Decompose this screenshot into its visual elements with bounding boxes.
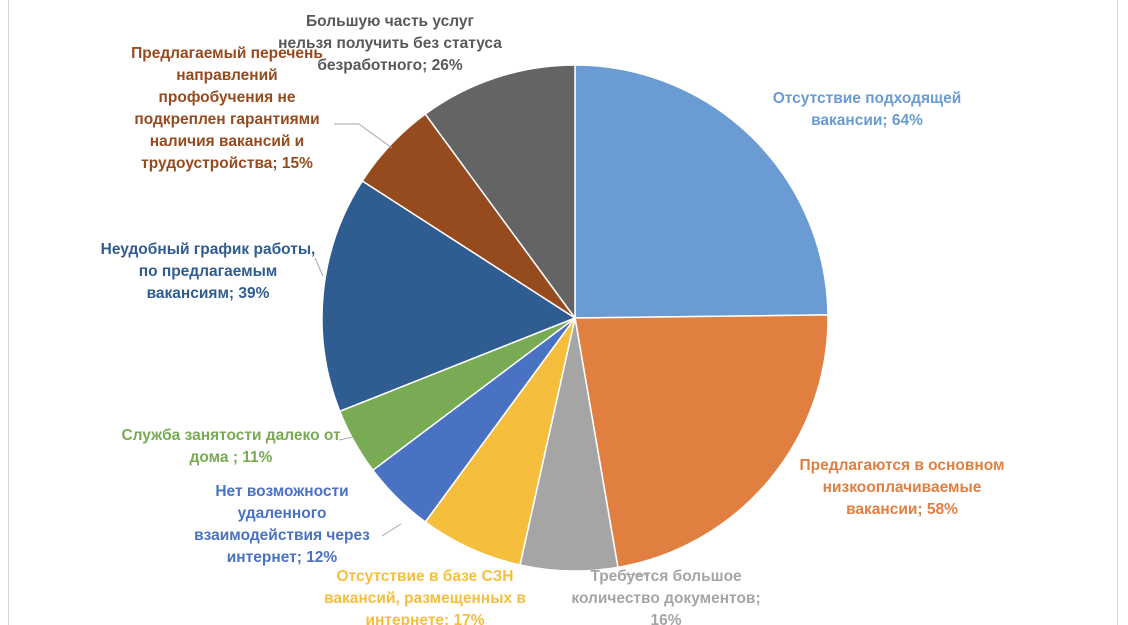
chart-area: Отсутствие подходящей вакансии; 64% Предла… xyxy=(8,0,1118,625)
data-label-4: Отсутствие в базе СЗН вакансий, размещенн… xyxy=(324,568,526,625)
pie-slice-9 xyxy=(424,64,576,321)
leader-line-7 xyxy=(314,257,324,277)
data-label-8: Предлагаемый перечень направлений профобуч… xyxy=(131,45,323,172)
data-label-7: Неудобный график работы, по предлагаемым в… xyxy=(101,241,316,302)
data-label-2: Предлагаются в основном низкооплачиваемые… xyxy=(800,457,1005,518)
pie-slice-2 xyxy=(574,314,829,569)
data-label-5: Нет возможности удаленного взаимодействия … xyxy=(194,483,370,566)
pie-slice-1 xyxy=(574,64,829,319)
leader-line-6 xyxy=(338,436,354,441)
data-label-9: Большую часть услуг нельзя получить без с… xyxy=(278,13,502,74)
leader-line-8 xyxy=(334,123,393,149)
data-label-3: Требуется большое количество документов; 1… xyxy=(571,568,760,625)
leader-line-3 xyxy=(618,573,650,576)
data-label-6: Служба занятости далеко от дома ; 11% xyxy=(121,427,340,466)
pie-chart: Отсутствие подходящей вакансии; 64% Предла… xyxy=(101,13,1005,625)
leader-line-5 xyxy=(381,523,402,537)
pie-slice-7 xyxy=(321,179,577,413)
data-label-1: Отсутствие подходящей вакансии; 64% xyxy=(773,90,962,129)
